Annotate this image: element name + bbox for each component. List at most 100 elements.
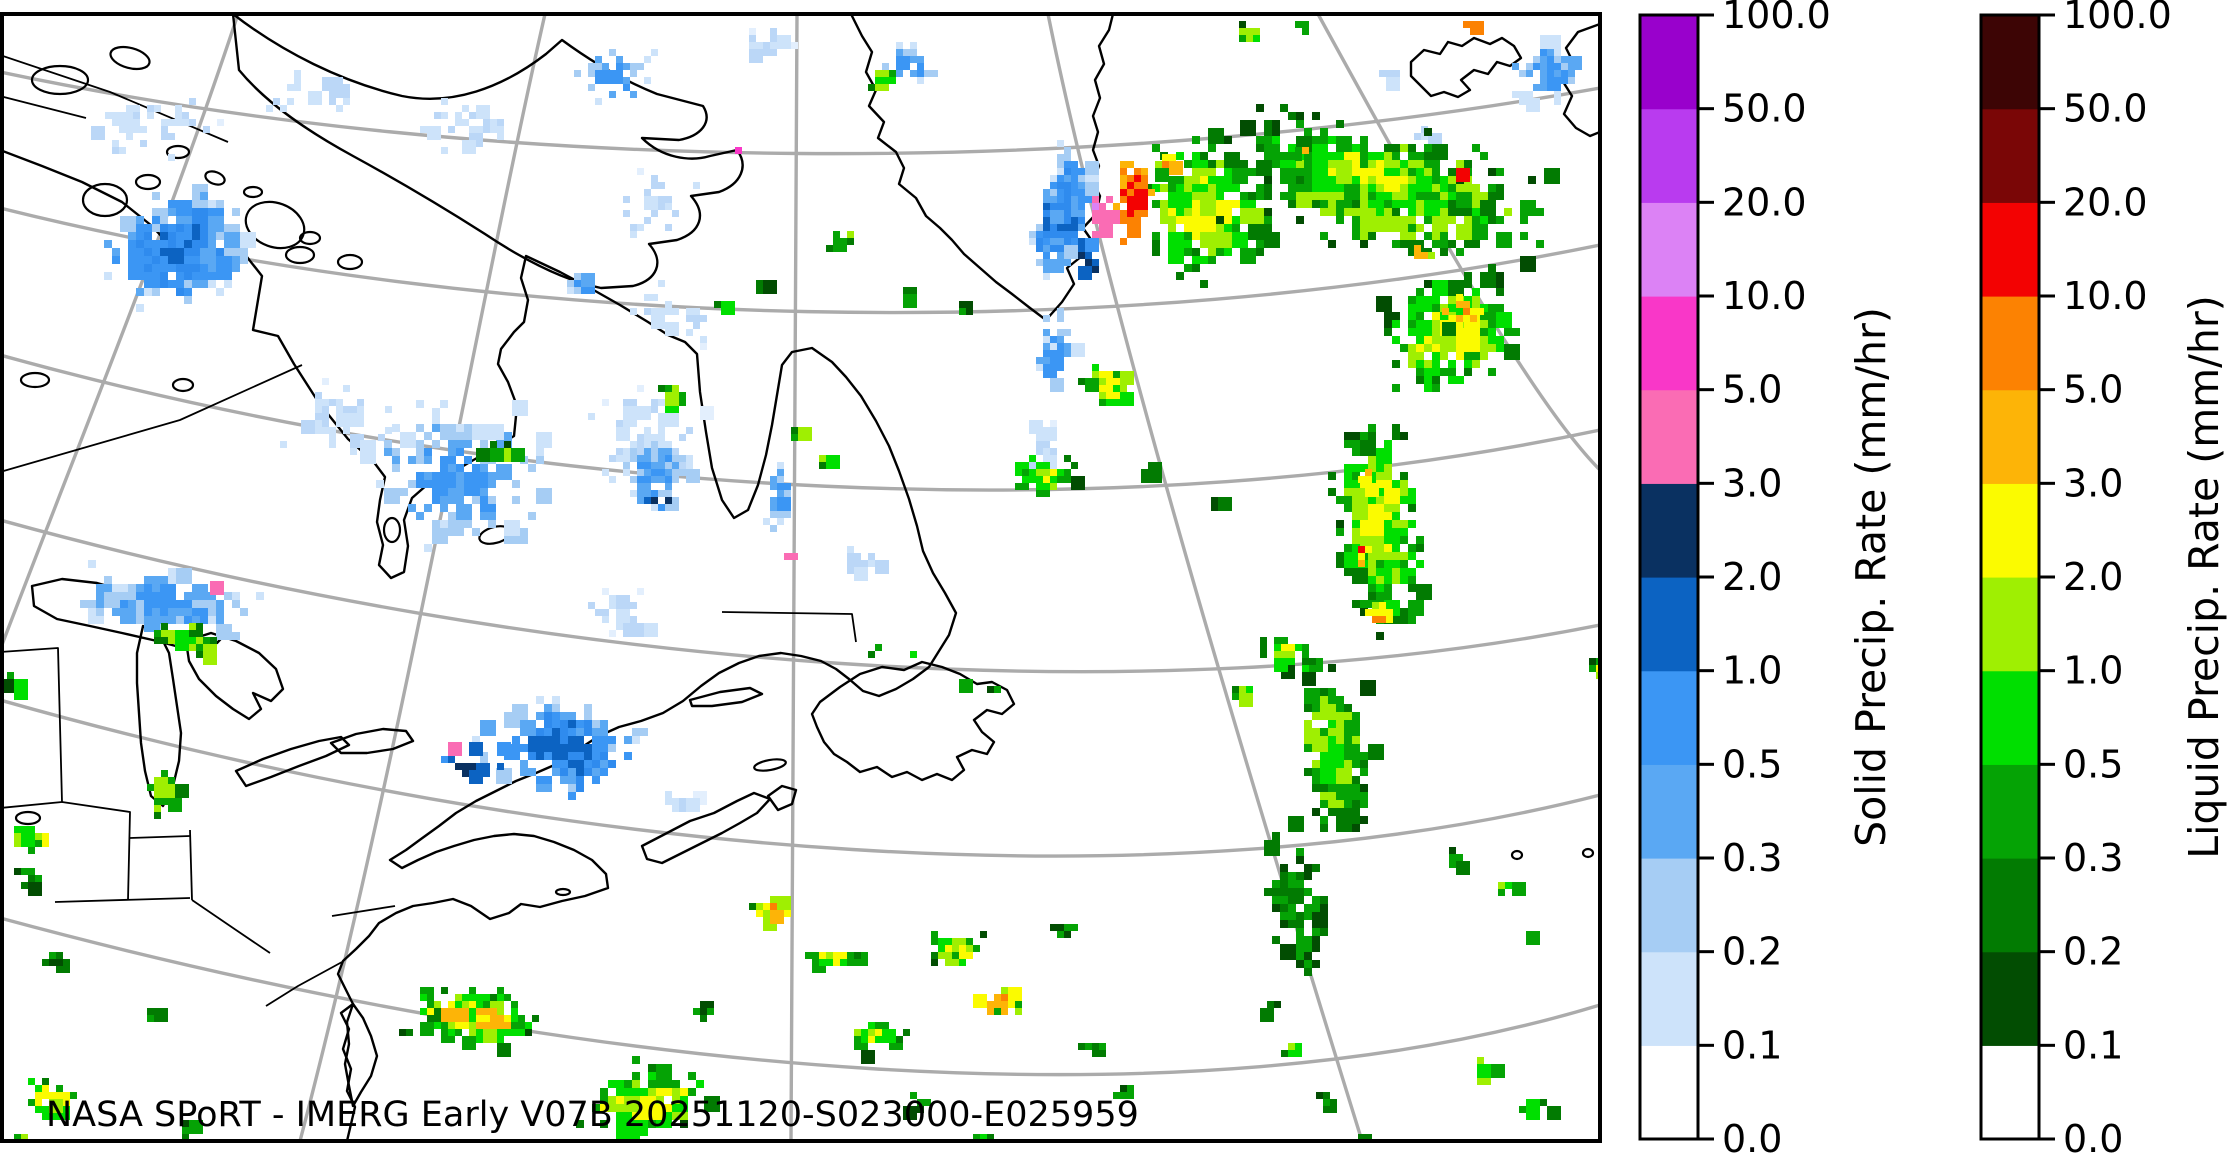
precip-cell [1248,168,1256,176]
precip-cell [196,651,203,658]
precip-cell [147,1008,154,1015]
precip-cell [208,616,216,624]
precip-cell [1352,168,1360,176]
precip-cell [576,728,584,736]
precip-cell [1280,104,1288,112]
island [298,230,322,246]
precip-cell [1152,200,1160,208]
precip-cell [1456,175,1463,182]
precip-cell [35,833,42,840]
graticule-line [2,916,1600,1077]
precip-cell [160,232,168,240]
precip-cell [1120,210,1127,217]
precip-cell [455,1029,462,1036]
precip-cell [14,1141,28,1155]
precip-cell [651,448,658,455]
precip-cell [1368,208,1376,216]
precip-cell [1260,644,1267,651]
island [109,45,151,71]
precip-cell [525,1029,532,1036]
precip-cell [987,1001,994,1008]
precip-cell [480,488,488,496]
precip-cell [1288,152,1296,160]
precip-cell [1272,936,1280,944]
precip-cell [544,720,552,728]
precip-cell [1384,328,1392,336]
precip-cell [623,63,630,70]
precip-cell [1240,192,1248,200]
precip-cell [424,544,432,552]
precip-cell [664,1104,672,1112]
precip-cell [1365,469,1372,476]
precip-cell [357,413,364,420]
precip-cell [196,644,203,651]
precip-cell [1344,544,1352,552]
precip-cell [14,1141,28,1155]
precip-cell [1288,651,1295,658]
precip-cell [632,1056,640,1064]
precip-cell [1416,152,1424,160]
precip-cell [1384,440,1392,448]
precip-cell [104,272,112,280]
precip-cell [136,288,144,296]
precip-cell [696,1080,704,1088]
precip-cell [1320,800,1328,808]
precip-cell [168,576,176,584]
precip-cell [665,798,672,805]
precip-cell [1057,931,1064,938]
precip-cell [528,464,536,472]
map-panel: NASA SPoRT - IMERG Early V07B 20251120-S… [0,12,1602,1155]
precip-cell [448,742,462,756]
precip-cell [464,456,472,464]
precip-cell [680,1112,688,1120]
precip-cell [448,1029,455,1036]
precip-cell [217,119,224,126]
precip-cell [1260,1008,1274,1022]
precip-cell [1344,464,1352,472]
precip-cell [1320,728,1328,736]
precip-cell [679,469,686,476]
precip-cell [504,432,512,440]
precip-cell [336,406,343,413]
precip-cell [1400,144,1408,152]
precip-cell [630,231,637,238]
precip-cell [168,208,176,216]
precip-cell [1368,232,1376,240]
precip-cell [1360,800,1368,808]
precip-cell [343,427,350,434]
precip-cell [1312,912,1328,928]
precip-cell [144,272,160,288]
precip-cell [456,424,464,432]
precip-cell [952,952,959,959]
precip-cell [1304,720,1312,728]
precip-cell [1408,552,1416,560]
precip-cell [1416,536,1424,544]
precip-cell [42,1085,49,1092]
precip-cell [1384,152,1392,160]
precip-cell [49,1092,56,1099]
precip-cell [630,224,637,231]
precip-cell [1280,920,1288,928]
precip-cell [924,70,931,77]
precip-cell [651,455,658,462]
precip-cell [1408,232,1416,240]
precip-cell [216,608,224,616]
precip-cell [1239,35,1246,42]
precip-cell [672,1112,680,1120]
precip-cell [1464,360,1472,368]
precip-cell [532,1015,539,1022]
precip-cell [1464,368,1472,376]
precip-cell [1304,688,1320,704]
precip-cell [680,1120,688,1128]
precip-cell [1197,1148,1204,1155]
precip-cell [1232,686,1239,693]
precip-cell [200,280,208,288]
precip-cell [1408,224,1416,232]
precip-cell [1463,21,1470,28]
precip-cell [1029,455,1036,462]
precip-cell [483,994,490,1001]
precip-cell [672,1096,680,1104]
precip-cell [1208,168,1216,176]
precip-cell [632,728,640,736]
precip-cell [182,119,189,126]
